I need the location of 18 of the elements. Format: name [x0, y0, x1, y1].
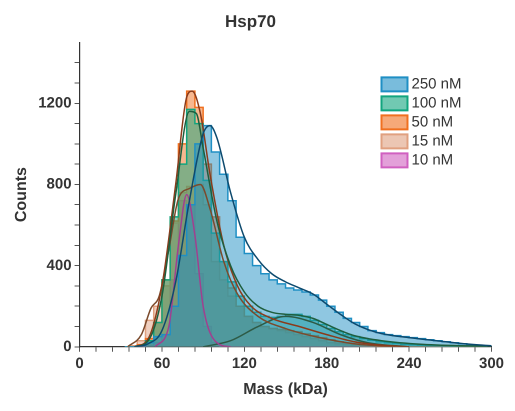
- y-tick-label: 400: [46, 256, 72, 274]
- y-axis-title: Counts: [13, 166, 30, 222]
- chart-title: Hsp70: [224, 12, 276, 31]
- x-tick-label: 0: [75, 354, 84, 372]
- legend-label: 50 nM: [411, 114, 454, 131]
- x-tick-label: 240: [396, 354, 422, 372]
- x-tick-label: 300: [478, 354, 504, 372]
- y-tick-label: 1200: [38, 94, 72, 112]
- x-tick-label: 60: [154, 354, 170, 372]
- x-tick-label: 180: [314, 354, 340, 372]
- y-tick-label: 0: [63, 338, 72, 355]
- legend-label: 10 nM: [411, 152, 454, 169]
- legend-label: 250 nM: [411, 76, 462, 93]
- legend-label: 15 nM: [411, 132, 454, 150]
- x-tick-label: 120: [232, 354, 257, 372]
- legend-label: 100 nM: [411, 94, 462, 112]
- y-tick-label: 800: [46, 176, 72, 193]
- x-axis-title: Mass (kDa): [243, 380, 328, 398]
